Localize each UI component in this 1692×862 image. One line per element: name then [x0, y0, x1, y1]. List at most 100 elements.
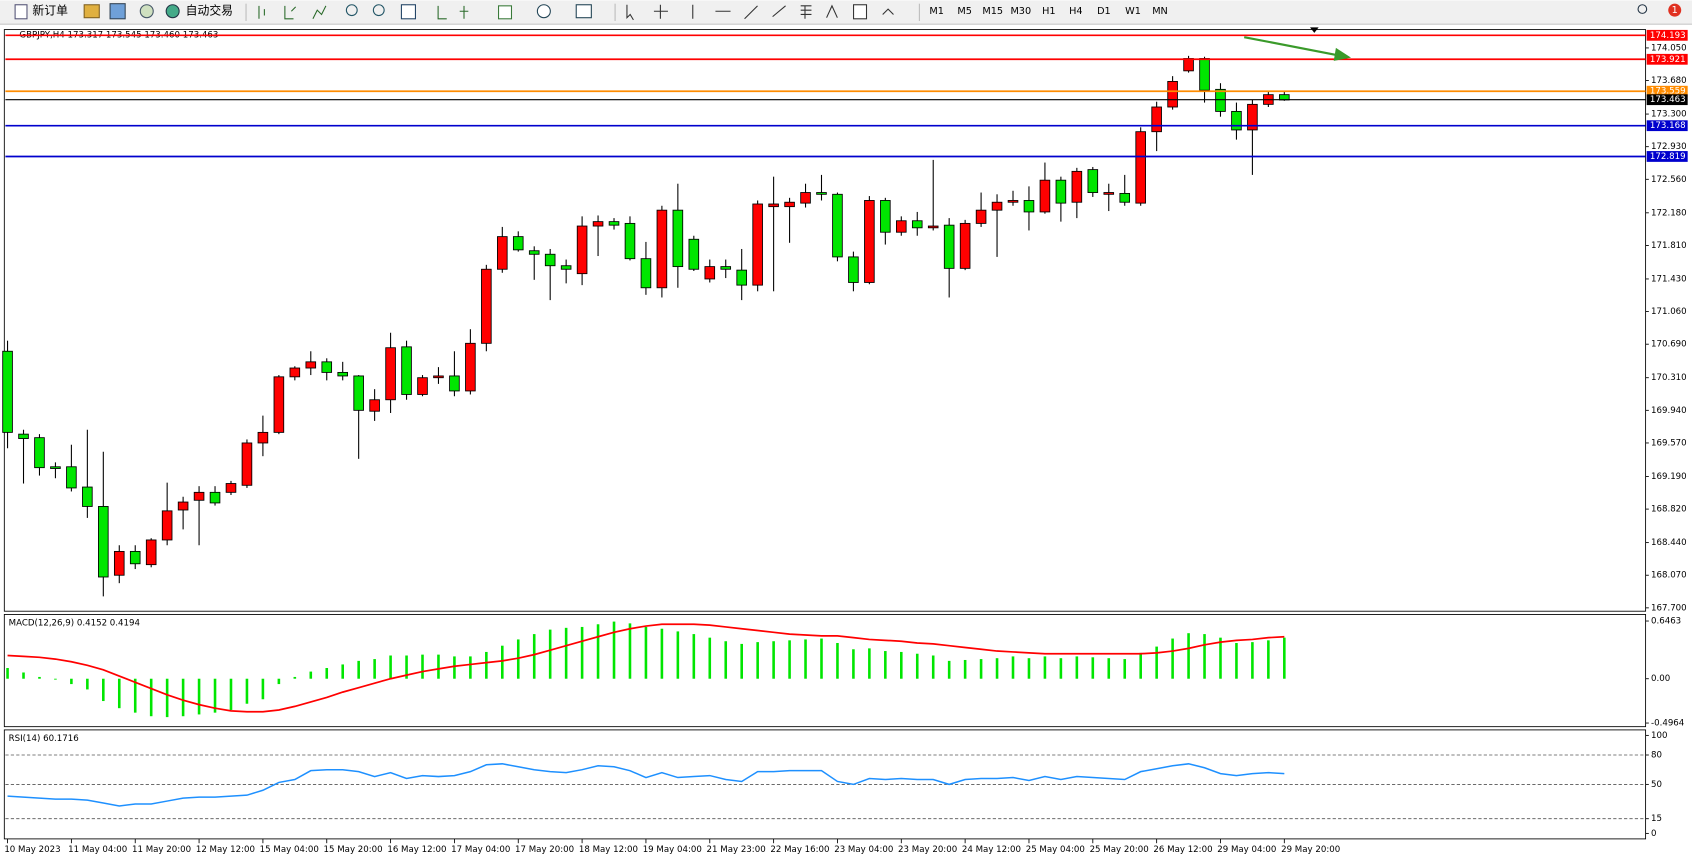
y-tick-label: 171.060: [1651, 307, 1687, 317]
candle-body: [608, 221, 620, 226]
scroll-icons[interactable]: [437, 5, 469, 20]
toolbar: [0, 0, 1692, 25]
toolbar-icon[interactable]: [109, 3, 126, 20]
candle-body: [672, 209, 684, 268]
x-tick-label: 18 May 12:00: [579, 845, 638, 855]
timeframe-button[interactable]: M30: [1010, 6, 1031, 17]
candle-body: [273, 376, 285, 433]
timeframe-button[interactable]: M5: [957, 6, 972, 17]
timeframe-button[interactable]: D1: [1097, 6, 1111, 17]
candle-body: [1215, 88, 1226, 112]
zoom-in-icon[interactable]: [345, 4, 358, 17]
timeframe-button[interactable]: MN: [1152, 6, 1168, 17]
timeframe-button[interactable]: H1: [1042, 6, 1055, 17]
tile-icon[interactable]: [400, 4, 416, 20]
candle-body: [353, 375, 364, 411]
candle-body: [305, 361, 317, 369]
candle-body: [911, 220, 923, 229]
y-tick-label: 169.190: [1651, 472, 1687, 482]
x-tick-label: 17 May 04:00: [451, 845, 510, 855]
timeframe-button[interactable]: W1: [1125, 6, 1141, 17]
candle-body: [1151, 106, 1162, 133]
candle-body: [369, 399, 380, 412]
periods-icon[interactable]: [536, 4, 551, 19]
y-tick-label: 0: [1651, 829, 1657, 839]
candle-body: [1055, 179, 1067, 204]
search-icon[interactable]: [1637, 4, 1648, 14]
x-tick-label: 15 May 04:00: [260, 845, 319, 855]
arrows-tool[interactable]: [882, 8, 894, 15]
x-tick-label: 23 May 04:00: [834, 845, 893, 855]
level-label-box: [1646, 53, 1688, 65]
toolbar-icon[interactable]: [139, 4, 154, 19]
zoom-out-icon[interactable]: [372, 4, 385, 17]
chart-type-icons[interactable]: [258, 5, 327, 20]
candle-body: [257, 431, 269, 444]
candle-body: [145, 539, 157, 566]
candle-body: [1007, 200, 1019, 203]
notification-badge[interactable]: [1668, 3, 1682, 17]
x-tick-label: 11 May 04:00: [68, 845, 127, 855]
y-tick-label: 50: [1651, 780, 1662, 790]
y-tick-label: 172.930: [1651, 142, 1687, 152]
timeframe-button[interactable]: H4: [1069, 6, 1082, 17]
candle-body: [113, 550, 125, 576]
candle-body: [98, 506, 109, 578]
candle-body: [177, 501, 189, 511]
candle-body: [512, 236, 524, 251]
new-order-button[interactable]: 新订单: [32, 4, 68, 18]
auto-trading-icon[interactable]: [165, 4, 180, 19]
candle-body: [1071, 170, 1083, 203]
candle-body: [1023, 200, 1035, 213]
label-tool[interactable]: [853, 4, 868, 20]
y-tick-label: 170.690: [1651, 340, 1687, 350]
templates-icon[interactable]: [575, 4, 592, 19]
candle-body: [401, 346, 412, 395]
candle-body: [66, 466, 77, 489]
x-tick-label: 29 May 04:00: [1217, 845, 1276, 855]
y-tick-label: 169.570: [1651, 438, 1687, 448]
auto-trading-button[interactable]: 自动交易: [186, 4, 233, 18]
timeframe-button[interactable]: M1: [929, 6, 944, 17]
x-tick-label: 26 May 12:00: [1153, 845, 1212, 855]
level-label-box: [1646, 85, 1688, 97]
macd-title: MACD(12,26,9) 0.4152 0.4194: [9, 619, 140, 629]
x-tick-label: 25 May 20:00: [1090, 845, 1149, 855]
level-label: 173.921: [1650, 55, 1686, 65]
x-tick-label: 11 May 20:00: [132, 845, 191, 855]
new-order-icon[interactable]: [14, 4, 28, 20]
candle-body: [991, 201, 1003, 211]
candle-body: [34, 437, 45, 469]
x-tick-label: 25 May 04:00: [1026, 845, 1085, 855]
chart-shift-marker: [1310, 27, 1319, 33]
candle-body: [50, 466, 61, 469]
toolbar-icon[interactable]: [83, 4, 100, 19]
y-tick-label: 168.820: [1651, 505, 1687, 515]
y-tick-label: 172.180: [1651, 208, 1687, 218]
y-tick-label: 171.810: [1651, 241, 1687, 251]
level-label: 173.168: [1650, 121, 1686, 131]
drawing-tools[interactable]: [626, 4, 812, 21]
level-label: 173.463: [1650, 95, 1686, 105]
candle-body: [656, 209, 668, 289]
candle-body: [896, 220, 907, 233]
candle-body: [640, 258, 652, 289]
candle-body: [129, 550, 141, 565]
candle-body: [1087, 169, 1099, 193]
x-tick-label: 15 May 20:00: [324, 845, 383, 855]
macd-signal-line: [7, 623, 1285, 713]
candle-body: [321, 361, 333, 373]
candle-body: [864, 200, 875, 283]
level-label-box: [1646, 29, 1688, 41]
y-tick-label: 174.050: [1651, 43, 1687, 53]
x-tick-label: 16 May 12:00: [387, 845, 446, 855]
indicators-icon[interactable]: [497, 5, 513, 20]
y-tick-label: 173.300: [1651, 110, 1687, 120]
candle-body: [544, 253, 556, 267]
x-tick-label: 21 May 23:00: [707, 845, 766, 855]
y-tick-label: 15: [1651, 814, 1662, 824]
candle-body: [736, 269, 747, 286]
text-tool[interactable]: [826, 4, 838, 18]
y-tick-label: 172.560: [1651, 175, 1687, 185]
timeframe-button[interactable]: M15: [982, 6, 1003, 17]
